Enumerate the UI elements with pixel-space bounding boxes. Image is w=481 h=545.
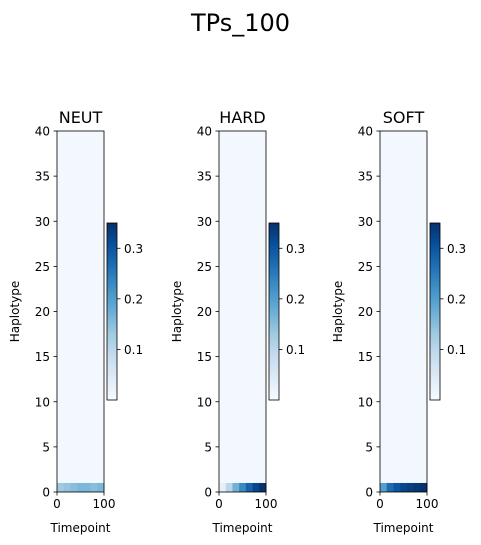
heatmap-cell [90, 482, 98, 492]
y-tick-label: 35 [358, 170, 373, 184]
x-tick-label: 0 [53, 497, 61, 511]
y-tick-label: 5 [204, 440, 212, 454]
heatmap-panel-neut: NEUT 0 5 10 15 20 25 30 35 40 0 100 Timepoint Haploty… [8, 108, 143, 535]
colorbar: 0.1 0.2 0.3 [268, 222, 305, 401]
y-tick-label: 0 [365, 486, 373, 500]
y-tick-label: 20 [197, 305, 212, 319]
heatmap-cell [380, 482, 388, 492]
y-tick-label: 25 [35, 260, 50, 274]
heatmap-cell [70, 482, 78, 492]
colorbar-gradient [107, 223, 117, 400]
y-tick-label: 35 [35, 170, 50, 184]
y-tick-label: 15 [35, 350, 50, 364]
colorbar-tick-label: 0.1 [286, 343, 305, 357]
x-axis-label: Timepoint [373, 521, 434, 535]
x-axis-label: Timepoint [50, 521, 111, 535]
heatmap-panel-soft: SOFT 0 5 10 15 20 25 30 35 40 0 100 Timepoint Haploty… [331, 108, 466, 535]
y-tick-label: 20 [35, 305, 50, 319]
heatmap-background [57, 131, 104, 492]
y-tick-label: 15 [197, 350, 212, 364]
colorbar-tick-label: 0.3 [286, 242, 305, 256]
y-tick-label: 10 [35, 395, 50, 409]
colorbar-tick-label: 0.2 [447, 292, 466, 306]
colorbar-frame [429, 222, 441, 401]
colorbar-gradient [430, 223, 440, 400]
x-tick-label: 0 [215, 497, 223, 511]
y-tick-label: 5 [42, 440, 50, 454]
y-tick-label: 10 [358, 395, 373, 409]
heatmap-cell [239, 482, 247, 492]
heatmap-panel-hard: HARD 0 5 10 15 20 25 30 35 40 0 100 Timepoint Haploty… [170, 108, 305, 535]
heatmap-cell [413, 482, 421, 492]
heatmap-cell [225, 482, 233, 492]
y-tick-label: 25 [358, 260, 373, 274]
colorbar-tick-label: 0.3 [124, 242, 143, 256]
y-tick-label: 40 [35, 125, 50, 139]
heatmap-cell [232, 482, 240, 492]
colorbar: 0.1 0.2 0.3 [106, 222, 143, 401]
heatmap-cell [219, 482, 227, 492]
colorbar-gradient [269, 223, 279, 400]
y-tick-label: 35 [197, 170, 212, 184]
heatmap-cell [63, 482, 71, 492]
x-tick-label: 100 [416, 497, 439, 511]
y-axis-label: Haplotype [8, 281, 22, 342]
colorbar-tick-label: 0.1 [124, 343, 143, 357]
y-tick-label: 5 [365, 440, 373, 454]
panel-title: SOFT [383, 108, 425, 127]
x-tick-label: 100 [93, 497, 116, 511]
colorbar-tick-label: 0.2 [124, 292, 143, 306]
x-tick-label: 100 [255, 497, 278, 511]
heatmap-cell [386, 482, 394, 492]
y-tick-label: 20 [358, 305, 373, 319]
y-tick-label: 0 [204, 486, 212, 500]
y-tick-label: 25 [197, 260, 212, 274]
x-axis-label: Timepoint [212, 521, 273, 535]
figure-title: TPs_100 [190, 9, 290, 37]
y-tick-label: 30 [358, 215, 373, 229]
heatmap-cell [259, 482, 267, 492]
panel-title: HARD [219, 108, 265, 127]
colorbar-tick-label: 0.2 [286, 292, 305, 306]
y-tick-label: 30 [35, 215, 50, 229]
heatmap-cell [393, 482, 401, 492]
heatmap-cell [83, 482, 91, 492]
x-tick-label: 0 [376, 497, 384, 511]
y-tick-label: 40 [358, 125, 373, 139]
y-tick-label: 30 [197, 215, 212, 229]
colorbar-tick-label: 0.1 [447, 343, 466, 357]
y-tick-label: 10 [197, 395, 212, 409]
heatmap-cell [57, 482, 65, 492]
heatmap-cell [420, 482, 428, 492]
y-tick-label: 40 [197, 125, 212, 139]
heatmap-cell [252, 482, 260, 492]
heatmap-cell [406, 482, 414, 492]
panel-title: NEUT [59, 108, 103, 127]
heatmap-cell [77, 482, 85, 492]
y-axis-label: Haplotype [331, 281, 345, 342]
colorbar: 0.1 0.2 0.3 [429, 222, 466, 401]
heatmap-cell [245, 482, 253, 492]
colorbar-frame [106, 222, 118, 401]
heatmap-background [380, 131, 427, 492]
heatmap-cell [400, 482, 408, 492]
colorbar-frame [268, 222, 280, 401]
heatmap-background [219, 131, 266, 492]
y-axis-label: Haplotype [170, 281, 184, 342]
colorbar-tick-label: 0.3 [447, 242, 466, 256]
y-tick-label: 15 [358, 350, 373, 364]
heatmap-cell [97, 482, 105, 492]
y-tick-label: 0 [42, 486, 50, 500]
